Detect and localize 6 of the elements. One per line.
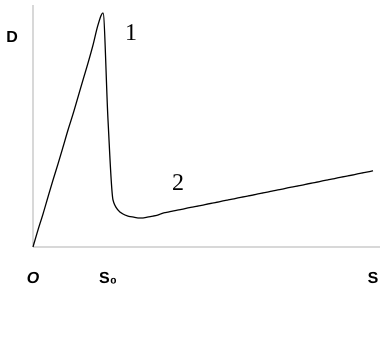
x-tick-label: S₀ [99,270,117,287]
y-axis-title: D [6,29,18,46]
annotation: 1 [125,20,137,46]
x-tick-label: O [26,270,40,287]
x-axis-title: S [368,270,379,287]
annotation: 2 [172,170,184,196]
